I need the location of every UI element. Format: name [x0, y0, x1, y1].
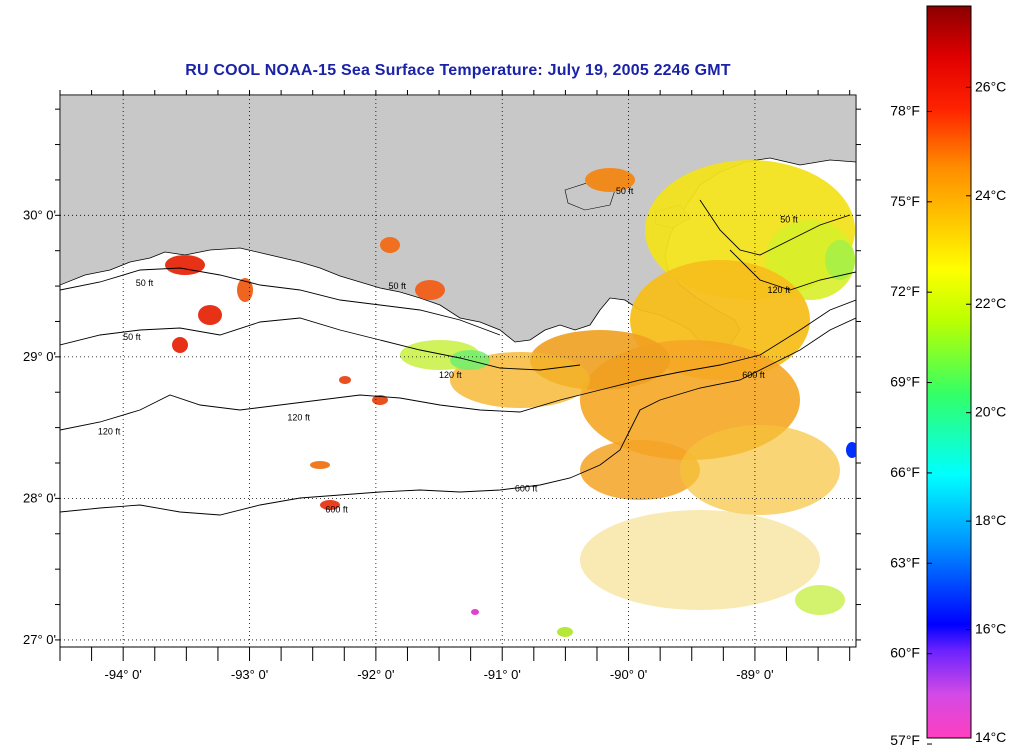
- sst-patch: [339, 376, 351, 384]
- sst-patch: [172, 337, 188, 353]
- colorbar-fahrenheit-label: 60°F: [890, 645, 920, 661]
- contour-labels: 50 ft 50 ft 50 ft 50 ft 50 ft 120 ft 120 ft 120…: [98, 186, 798, 514]
- contour-label: 120 ft: [98, 427, 121, 437]
- lat-tick-label: 28° 0': [23, 490, 56, 505]
- lon-tick-label: -93° 0': [231, 667, 268, 682]
- sst-patch: [450, 350, 490, 370]
- lat-tick-label: 30° 0': [23, 207, 56, 222]
- colorbar-fahrenheit-label: 63°F: [890, 554, 920, 570]
- sst-patch: [310, 461, 330, 469]
- sst-patch: [380, 237, 400, 253]
- lon-tick-label: -90° 0': [610, 667, 647, 682]
- colorbar-fahrenheit-label: 72°F: [890, 283, 920, 299]
- colorbar-labels: 26°C 24°C 22°C 20°C 18°C 16°C 14°C 78°F 75°F 72°F…: [890, 78, 1006, 748]
- sst-patch: [165, 255, 205, 275]
- sst-patch: [557, 627, 573, 637]
- colorbar-celsius-label: 22°C: [975, 295, 1006, 311]
- sst-patch: [372, 395, 388, 405]
- contour-label: 120 ft: [287, 413, 310, 423]
- sst-patch: [320, 500, 340, 510]
- lon-tick-label: -92° 0': [357, 667, 394, 682]
- sst-patch: [237, 278, 253, 302]
- lon-tick-label: -89° 0': [736, 667, 773, 682]
- sst-patch: [580, 440, 700, 500]
- lon-tick-label: -91° 0': [484, 667, 521, 682]
- colorbar-fahrenheit-label: 69°F: [890, 374, 920, 390]
- contour-50ft: [699, 199, 851, 256]
- colorbar-fahrenheit-label: 75°F: [890, 193, 920, 209]
- colorbar-celsius-label: 20°C: [975, 404, 1006, 420]
- contour-label: 50 ft: [780, 214, 798, 224]
- contour-label: 50 ft: [136, 278, 154, 288]
- contour-label: 120 ft: [768, 285, 791, 295]
- lon-tick-label: -94° 0': [105, 667, 142, 682]
- colorbar-celsius-label: 24°C: [975, 187, 1006, 203]
- sst-patch: [795, 585, 845, 615]
- sst-patch: [415, 280, 445, 300]
- contour-label: 50 ft: [616, 186, 634, 196]
- colorbar-celsius-label: 26°C: [975, 78, 1006, 94]
- sst-patch: [680, 425, 840, 515]
- colorbar-fahrenheit-label: 66°F: [890, 464, 920, 480]
- contour-600ft: [60, 317, 856, 516]
- graticule: [60, 95, 856, 647]
- colorbar-celsius-label: 18°C: [975, 512, 1006, 528]
- colorbar-fahrenheit-label: 57°F: [890, 732, 920, 748]
- colorbar-fahrenheit-label: 78°F: [890, 102, 920, 118]
- sst-data-layer: [165, 160, 856, 637]
- contour-120ft: [60, 299, 856, 431]
- contour-label: 50 ft: [389, 281, 407, 291]
- map-axes: -94° 0' -93° 0' -92° 0' -91° 0' -90° 0' -89° …: [23, 90, 861, 682]
- contour-label: 50 ft: [123, 332, 141, 342]
- contour-label: 600 ft: [515, 483, 538, 493]
- colorbar: [926, 5, 972, 739]
- bathymetry-contours: [60, 199, 856, 516]
- contour-50ft: [60, 317, 581, 371]
- sst-patch: [198, 305, 222, 325]
- lat-tick-label: 27° 0': [23, 632, 56, 647]
- contour-label: 120 ft: [439, 370, 462, 380]
- contour-label: 600 ft: [325, 505, 348, 515]
- lat-tick-label: 29° 0': [23, 349, 56, 364]
- sst-patch: [471, 609, 479, 615]
- contour-label: 600 ft: [742, 370, 765, 380]
- colorbar-celsius-label: 14°C: [975, 729, 1006, 745]
- sst-patch: [585, 168, 635, 192]
- sst-patch: [765, 220, 855, 300]
- contour-50ft: [60, 267, 501, 336]
- sst-patch: [846, 442, 856, 458]
- map-title: RU COOL NOAA-15 Sea Surface Temperature:…: [185, 62, 731, 79]
- sst-patch: [580, 510, 820, 610]
- contour-120ft: [729, 249, 856, 291]
- colorbar-celsius-label: 16°C: [975, 621, 1006, 637]
- sst-patch: [825, 240, 855, 280]
